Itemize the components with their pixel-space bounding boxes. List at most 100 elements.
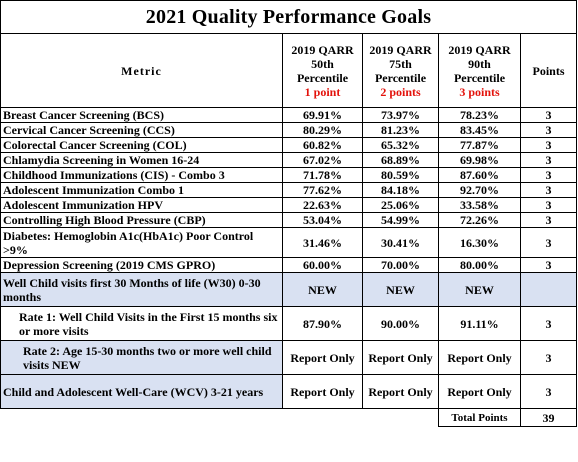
table-row: Breast Cancer Screening (BCS) 69.91% 73.… [0,107,578,123]
wcv-p50-cell: Report Only [282,374,363,409]
table-row-wcv: Child and Adolescent Well-Care (WCV) 3-2… [0,374,578,409]
points-cell: 3 [519,107,578,123]
metric-cell: Adolescent Immunization HPV [0,197,283,213]
points-cell: 3 [519,182,578,198]
quality-goals-table: 2021 Quality Performance Goals Metric 20… [0,0,578,427]
w30-p50-cell: NEW [282,272,363,307]
table-row: Controlling High Blood Pressure (CBP) 53… [0,212,578,228]
p75-cell: 80.59% [362,167,439,183]
table-row: Adolescent Immunization Combo 1 77.62% 8… [0,182,578,198]
points-cell: 3 [519,197,578,213]
total-row: Total Points 39 [1,408,578,427]
w30-metric-cell: Well Child visits first 30 Months of lif… [0,272,283,307]
points-column-header: Points [519,33,578,108]
p90-cell: 80.00% [438,257,521,273]
metric-cell: Colorectal Cancer Screening (COL) [0,137,283,153]
table-row-w30: Well Child visits first 30 Months of lif… [0,272,578,307]
p50-cell: 53.04% [282,212,363,228]
rate2-p50-cell: Report Only [282,340,363,375]
table-row: Adolescent Immunization HPV 22.63% 25.06… [0,197,578,213]
table-row: Diabetes: Hemoglobin A1c(HbA1c) Poor Con… [0,227,578,258]
metric-column-header: Metric [0,33,283,108]
total-points-label: Total Points [438,408,521,427]
p50-header-line1: 2019 QARR [291,42,354,57]
p50-cell: 71.78% [282,167,363,183]
p90-cell: 72.26% [438,212,521,228]
points-cell: 3 [519,257,578,273]
wcv-metric-cell: Child and Adolescent Well-Care (WCV) 3-2… [0,374,283,409]
table-row: Cervical Cancer Screening (CCS) 80.29% 8… [0,122,578,138]
metric-cell: Breast Cancer Screening (BCS) [0,107,283,123]
metric-cell: Adolescent Immunization Combo 1 [0,182,283,198]
table-title: 2021 Quality Performance Goals [0,0,578,34]
p50-cell: 22.63% [282,197,363,213]
p50-cell: 80.29% [282,122,363,138]
p75-cell: 25.06% [362,197,439,213]
p50-header-line3: Percentile [296,70,349,85]
total-spacer [1,409,283,427]
p90-cell: 78.23% [438,107,521,123]
total-spacer [283,409,363,427]
p90-column-header: 2019 QARR 90th Percentile 3 points [438,33,521,108]
p90-cell: 92.70% [438,182,521,198]
p90-cell: 83.45% [438,122,521,138]
rate1-p75-cell: 90.00% [362,306,439,341]
metric-cell: Diabetes: Hemoglobin A1c(HbA1c) Poor Con… [0,227,283,258]
wcv-points-cell: 3 [519,374,578,409]
p75-cell: 65.32% [362,137,439,153]
table-row: Depression Screening (2019 CMS GPRO) 60.… [0,257,578,273]
p90-header-line2: 90th [468,56,491,71]
p75-cell: 81.23% [362,122,439,138]
p75-cell: 73.97% [362,107,439,123]
points-cell: 3 [519,137,578,153]
p50-cell: 60.82% [282,137,363,153]
p75-cell: 30.41% [362,227,439,258]
rate2-metric-cell: Rate 2: Age 15-30 months two or more wel… [0,340,283,375]
p50-cell: 69.91% [282,107,363,123]
p50-header-line2: 50th [311,56,334,71]
p90-cell: 69.98% [438,152,521,168]
w30-points-cell [519,272,578,307]
rate2-points-cell: 3 [519,340,578,375]
points-cell: 3 [519,167,578,183]
wcv-p90-cell: Report Only [438,374,521,409]
p75-cell: 68.89% [362,152,439,168]
p50-cell: 77.62% [282,182,363,198]
rate1-points-cell: 3 [519,306,578,341]
p90-cell: 33.58% [438,197,521,213]
rate1-metric-cell: Rate 1: Well Child Visits in the First 1… [0,306,283,341]
metric-cell: Cervical Cancer Screening (CCS) [0,122,283,138]
metric-cell: Depression Screening (2019 CMS GPRO) [0,257,283,273]
p75-column-header: 2019 QARR 75th Percentile 2 points [362,33,439,108]
p75-points-label: 2 points [380,84,421,99]
p90-cell: 87.60% [438,167,521,183]
p75-header-line3: Percentile [374,70,427,85]
p75-header-line1: 2019 QARR [369,42,432,57]
p75-cell: 84.18% [362,182,439,198]
rate2-p90-cell: Report Only [438,340,521,375]
metric-cell: Childhood Immunizations (CIS) - Combo 3 [0,167,283,183]
wcv-p75-cell: Report Only [362,374,439,409]
rate2-p75-cell: Report Only [362,340,439,375]
p50-points-label: 1 point [304,84,341,99]
total-spacer [363,409,439,427]
p50-column-header: 2019 QARR 50th Percentile 1 point [282,33,363,108]
w30-p90-cell: NEW [438,272,521,307]
p75-header-line2: 75th [389,56,412,71]
p90-points-label: 3 points [459,84,500,99]
points-cell: 3 [519,227,578,258]
table-row-rate1: Rate 1: Well Child Visits in the First 1… [0,306,578,341]
metric-cell: Chlamydia Screening in Women 16-24 [0,152,283,168]
p50-cell: 67.02% [282,152,363,168]
p50-cell: 60.00% [282,257,363,273]
w30-p75-cell: NEW [362,272,439,307]
p75-cell: 54.99% [362,212,439,228]
p90-header-line1: 2019 QARR [448,42,511,57]
table-row-rate2: Rate 2: Age 15-30 months two or more wel… [0,340,578,375]
table-row: Childhood Immunizations (CIS) - Combo 3 … [0,167,578,183]
table-row: Colorectal Cancer Screening (COL) 60.82%… [0,137,578,153]
points-cell: 3 [519,152,578,168]
table-row: Chlamydia Screening in Women 16-24 67.02… [0,152,578,168]
points-cell: 3 [519,212,578,228]
